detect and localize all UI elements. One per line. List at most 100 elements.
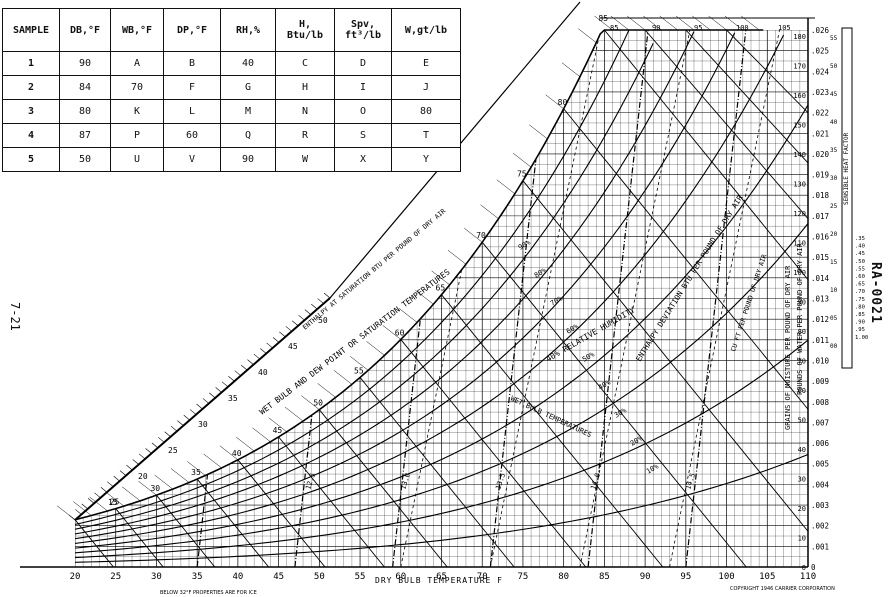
table-cell: C bbox=[275, 51, 335, 76]
saturation-temperature-label: 35 bbox=[191, 468, 201, 477]
header-sample: SAMPLE bbox=[2, 8, 60, 52]
wet-bulb-line bbox=[318, 409, 448, 567]
shf-scale-label: .45 bbox=[855, 251, 865, 257]
saturation-scale-tick bbox=[578, 28, 597, 43]
specific-volume-line bbox=[196, 30, 258, 567]
table-cell: 87 bbox=[59, 123, 111, 148]
enthalpy-scale-tick bbox=[138, 453, 146, 460]
relative-humidity-curve bbox=[75, 104, 808, 549]
specific-volume-line bbox=[489, 30, 551, 567]
x-tick-label: 25 bbox=[110, 572, 121, 582]
relative-humidity-curve bbox=[75, 31, 695, 535]
enthalpy-scale-label: 40 bbox=[258, 368, 268, 377]
relative-humidity-label: 70% bbox=[549, 294, 565, 308]
page-number: 7-21 bbox=[8, 302, 22, 331]
relative-humidity-label: 30% bbox=[613, 406, 629, 420]
enthalpy-scale-tick bbox=[119, 470, 127, 476]
table-cell: 90 bbox=[220, 147, 276, 172]
x-tick-label: 65 bbox=[436, 572, 447, 582]
table-header-row: SAMPLE DB,°F WB,°F DP,°F RH,% H, Btu/lb … bbox=[2, 8, 461, 52]
enthalpy-scale-tick bbox=[132, 459, 139, 465]
table-cell: M bbox=[220, 99, 276, 124]
shf-tick-label: 15 bbox=[830, 259, 838, 266]
table-cell: Y bbox=[391, 147, 461, 172]
humidity-ratio-tick-label: .010 bbox=[811, 356, 830, 365]
enthalpy-scale-tick bbox=[221, 381, 229, 388]
x-tick-label: 75 bbox=[518, 572, 529, 582]
table-cell: U bbox=[110, 147, 164, 172]
enthalpy-scale-tick bbox=[317, 298, 324, 304]
right-axis-title: POUNDS OF WATER PER POUND OF DRY AIR bbox=[796, 242, 804, 395]
top-temperature-tick: 95 bbox=[694, 24, 702, 32]
grains-tick-label: 80 bbox=[798, 328, 806, 336]
wet-bulb-line bbox=[359, 377, 515, 567]
relative-humidity-curve bbox=[75, 454, 808, 563]
relative-humidity-curve bbox=[75, 42, 654, 530]
table-cell: 50 bbox=[59, 147, 111, 172]
grains-tick-label: 120 bbox=[793, 210, 806, 218]
humidity-ratio-tick-label: .005 bbox=[811, 460, 829, 469]
table-row: 5 50 U V 90 W X Y bbox=[2, 147, 461, 172]
table-cell: Q bbox=[220, 123, 276, 148]
enthalpy-scale-tick bbox=[113, 475, 120, 482]
humidity-ratio-tick-label: .026 bbox=[811, 26, 830, 35]
saturation-temperature-label: 30 bbox=[150, 484, 160, 493]
shf-scale-label: .65 bbox=[855, 282, 865, 288]
wet-bulb-line bbox=[237, 459, 326, 567]
saturation-scale-tick bbox=[415, 290, 434, 305]
x-tick-label: 50 bbox=[314, 572, 325, 582]
x-tick-label: 80 bbox=[558, 572, 569, 582]
enthalpy-scale-label: 50 bbox=[318, 316, 328, 325]
table-row: 4 87 P 60 Q R S T bbox=[2, 123, 461, 148]
enthalpy-scale-label: 15 bbox=[108, 498, 118, 507]
table-row: 1 90 A B 40 C D E bbox=[2, 51, 461, 76]
specific-volume-label: 13.0 bbox=[399, 472, 412, 491]
humidity-ratio-tick-label: .001 bbox=[811, 542, 829, 551]
humidity-ratio-tick-label: .018 bbox=[811, 191, 830, 200]
enthalpy-scale-tick bbox=[196, 403, 203, 410]
table-cell: 5 bbox=[2, 147, 60, 172]
shf-scale-label: .85 bbox=[855, 312, 865, 318]
x-tick-label: 20 bbox=[70, 572, 81, 582]
x-tick-label: 70 bbox=[477, 572, 488, 582]
saturation-curve bbox=[74, 29, 764, 521]
chart-curves bbox=[20, 1, 853, 568]
wet-bulb-line bbox=[400, 339, 587, 567]
grains-tick-label: 150 bbox=[793, 121, 806, 129]
saturation-scale-tick bbox=[268, 417, 287, 433]
enthalpy-scale-label: 45 bbox=[288, 342, 298, 351]
shf-scale-label: .55 bbox=[855, 266, 865, 272]
table-cell: 80 bbox=[391, 99, 461, 124]
saturation-scale-tick bbox=[236, 436, 255, 452]
table-cell: A bbox=[110, 51, 164, 76]
relative-humidity-label: 50% bbox=[581, 350, 597, 364]
enthalpy-scale-tick bbox=[100, 487, 108, 493]
saturation-scale-tick bbox=[496, 179, 515, 194]
saturation-scale-tick bbox=[105, 491, 125, 507]
table-cell: X bbox=[334, 147, 392, 172]
table-cell: 80 bbox=[59, 99, 111, 124]
document-code: RA-0021 bbox=[868, 262, 883, 324]
saturation-scale-tick bbox=[154, 474, 173, 490]
humidity-ratio-tick-label: .019 bbox=[811, 171, 829, 180]
x-axis-title: DRY BULB TEMPERATURE F bbox=[375, 576, 503, 585]
saturation-temperature-label: 25 bbox=[110, 498, 120, 507]
humidity-ratio-tick-label: .003 bbox=[811, 501, 829, 510]
enthalpy-scale-tick bbox=[228, 376, 235, 382]
humidity-ratio-tick-label: .016 bbox=[811, 233, 830, 242]
enthalpy-scale-tick bbox=[170, 425, 178, 432]
enthalpy-scale-tick bbox=[158, 437, 165, 443]
table-row: 3 80 K L M N O 80 bbox=[2, 99, 461, 124]
grains-tick-label: 10 bbox=[798, 534, 806, 542]
table-cell: 60 bbox=[163, 123, 221, 148]
shf-scale-label: .75 bbox=[855, 297, 865, 303]
grains-tick-label: 30 bbox=[798, 475, 806, 483]
enthalpy-scale-tick bbox=[234, 370, 241, 376]
enthalpy-scale-tick bbox=[260, 348, 267, 354]
humidity-ratio-tick-label: .013 bbox=[811, 295, 829, 304]
grains-tick-label: 40 bbox=[798, 446, 806, 454]
shf-scale-label: .35 bbox=[855, 236, 865, 242]
enthalpy-scale-tick bbox=[189, 409, 197, 415]
top-temperature-tick: 100 bbox=[736, 24, 749, 32]
